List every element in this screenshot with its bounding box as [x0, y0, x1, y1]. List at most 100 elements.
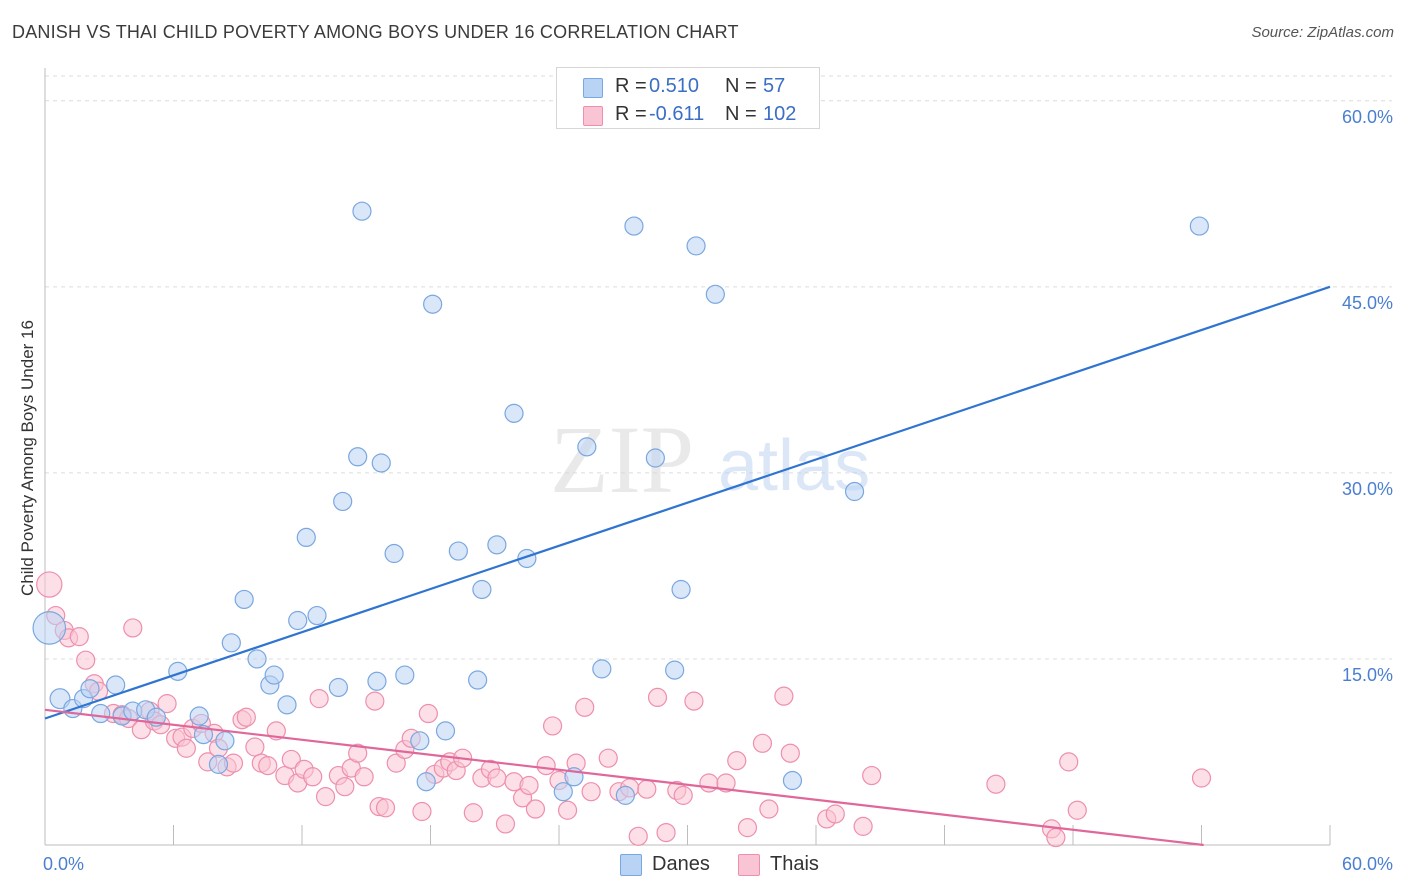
- danes-point: [423, 294, 443, 314]
- thais-point: [656, 822, 676, 843]
- danes-point: [592, 659, 612, 679]
- thais-point: [1059, 752, 1079, 772]
- danes-point: [671, 579, 691, 600]
- stats-row-thais: R = -0.611 N = 102: [557, 100, 819, 128]
- r-label: R =: [615, 75, 647, 97]
- danes-point: [208, 754, 229, 774]
- thais-point: [157, 694, 177, 714]
- danes-point: [234, 589, 254, 610]
- thais-point: [525, 799, 546, 819]
- danes-point: [384, 543, 404, 564]
- danes-point: [1189, 216, 1209, 236]
- y-tick-label: 15.0%: [1342, 665, 1393, 685]
- danes-swatch: [583, 78, 603, 98]
- thais-point: [759, 799, 779, 819]
- watermark: ZIP atlas: [550, 406, 870, 513]
- watermark-zip: ZIP: [550, 406, 694, 513]
- r-value: -0.611: [649, 103, 705, 125]
- thais-point: [727, 751, 747, 771]
- danes-point: [277, 695, 297, 715]
- thais-point: [1191, 768, 1212, 788]
- danes-point: [307, 605, 327, 626]
- danes-point: [221, 633, 241, 653]
- danes-point: [352, 201, 372, 221]
- r-value: 0.510: [649, 75, 700, 97]
- thais-point: [76, 650, 96, 670]
- thais-point: [1067, 800, 1087, 820]
- danes-point: [247, 649, 267, 669]
- thais-point: [176, 738, 196, 758]
- thais-point: [1046, 827, 1066, 848]
- danes-point: [91, 703, 111, 724]
- thais-point: [684, 691, 704, 711]
- danes-point: [288, 610, 308, 631]
- danes-point: [665, 660, 685, 680]
- danes-point: [448, 541, 468, 561]
- thais-point: [36, 571, 63, 598]
- thais-point: [853, 816, 873, 836]
- thais-legend-swatch: [738, 854, 760, 876]
- danes-point: [435, 721, 456, 741]
- thais-point: [637, 779, 657, 799]
- thais-point: [825, 804, 845, 824]
- n-label: N =: [725, 103, 757, 125]
- thais-point: [780, 743, 800, 763]
- thais-point: [598, 748, 618, 768]
- trend-lines: [44, 285, 1331, 847]
- thais-trend-line: [44, 708, 1204, 847]
- thais-point: [348, 743, 368, 763]
- danes-point: [328, 677, 349, 698]
- thais-point: [335, 777, 355, 797]
- danes-point: [80, 679, 100, 699]
- thais-point: [309, 689, 329, 709]
- danes-point: [487, 535, 507, 555]
- thais-point: [315, 787, 336, 807]
- axis-layer: [44, 68, 1331, 846]
- n-label: N =: [725, 75, 757, 97]
- thais-point: [123, 618, 143, 638]
- thais-series: [36, 571, 1212, 848]
- thais-point: [365, 691, 385, 711]
- danes-point: [782, 770, 803, 791]
- thais-point: [542, 716, 563, 736]
- danes-trend-line: [44, 285, 1331, 720]
- x-tick-label-min: 0.0%: [43, 854, 84, 874]
- thais-point: [519, 775, 539, 796]
- danes-series: [32, 201, 1209, 805]
- thais-point: [281, 749, 301, 770]
- thais-point: [354, 767, 374, 787]
- chart-title: DANISH VS THAI CHILD POVERTY AMONG BOYS …: [12, 22, 739, 42]
- thais-point: [737, 818, 758, 838]
- tick-labels: 15.0% 30.0% 45.0% 60.0% 0.0% 60.0%: [43, 107, 1393, 874]
- n-value: 57: [763, 75, 786, 97]
- thais-point: [375, 798, 396, 818]
- thais-point: [774, 686, 794, 706]
- thais-swatch: [583, 106, 603, 126]
- thais-point: [716, 773, 736, 793]
- source-label: Source: ZipAtlas.com: [1251, 24, 1394, 41]
- legend-label-thais: Thais: [770, 853, 819, 875]
- danes-legend-swatch: [620, 854, 642, 876]
- danes-point: [333, 491, 353, 512]
- danes-point: [615, 785, 635, 805]
- thais-point: [412, 801, 432, 822]
- stats-legend: R = 0.510 N = 57 R = -0.611 N = 102: [556, 67, 820, 129]
- danes-point: [686, 236, 706, 256]
- stats-row-danes: R = 0.510 N = 57: [557, 72, 819, 100]
- danes-point: [264, 665, 284, 685]
- danes-point: [416, 772, 436, 792]
- danes-point: [844, 481, 865, 502]
- thais-point: [628, 826, 648, 846]
- danes-point: [577, 437, 597, 457]
- y-tick-label: 30.0%: [1342, 479, 1393, 499]
- grid-layer: [45, 75, 1392, 660]
- thais-point: [386, 753, 406, 773]
- thais-point: [557, 800, 578, 820]
- thais-point: [258, 756, 278, 776]
- danes-point: [371, 453, 391, 473]
- danes-point: [553, 782, 573, 802]
- danes-point: [472, 579, 492, 600]
- danes-point: [395, 665, 415, 685]
- n-value: 102: [763, 103, 797, 125]
- danes-point: [468, 670, 488, 690]
